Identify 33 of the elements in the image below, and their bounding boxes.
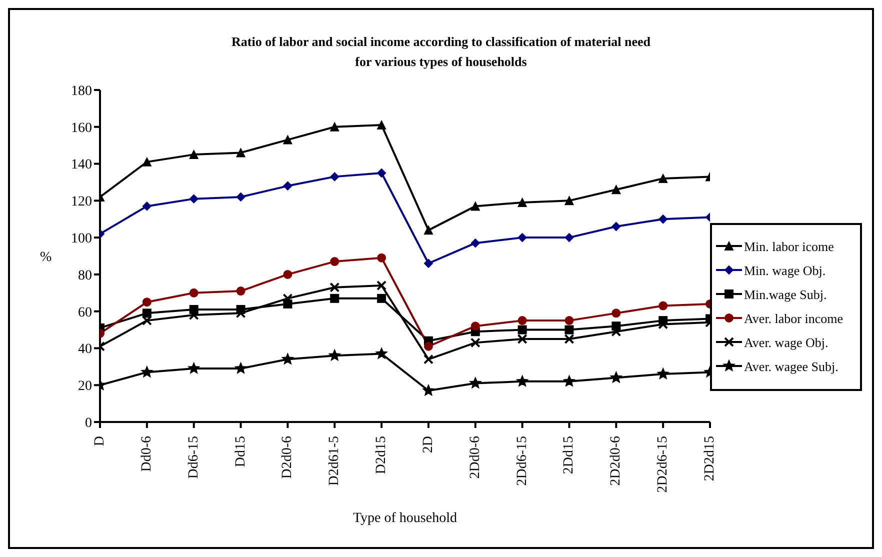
legend-label: Aver. wage Obj.	[744, 335, 828, 351]
legend-label: Min.wage Subj.	[744, 287, 827, 303]
legend-label: Aver. wagee Subj.	[744, 359, 838, 375]
y-tick-label: 100	[71, 232, 92, 247]
y-tick-label: 160	[71, 120, 92, 136]
legend-label: Min. wage Obj.	[744, 263, 826, 279]
y-tick-label: 140	[71, 158, 92, 173]
legend-label: Aver. labor income	[744, 311, 844, 327]
y-tick-label: 80	[78, 268, 92, 284]
x-tick-label: D2d15	[374, 436, 390, 474]
x-tick-label: 2D2d6-15	[656, 436, 671, 493]
x-tick-label: 2Dd15	[562, 436, 577, 474]
y-tick-label: 40	[78, 342, 92, 358]
x-tick-label: 2D2d15	[702, 436, 718, 482]
y-tick-label: 60	[78, 305, 92, 320]
x-tick-label: Dd6-15	[186, 436, 202, 479]
x-tick-label: Dd15	[233, 436, 248, 468]
x-tick-label: Dd0-6	[139, 436, 154, 472]
y-tick-label: 20	[78, 379, 92, 394]
x-tick-label: D2d61-5	[327, 436, 342, 486]
y-tick-label: 0	[85, 416, 92, 431]
x-axis-title: Type of household	[352, 511, 458, 526]
x-tick-label: 2D2d0-6	[608, 436, 624, 486]
legend-label: Min. labor icome	[744, 239, 834, 255]
x-tick-label: D	[92, 436, 108, 446]
y-tick-label: 120	[71, 194, 92, 210]
y-tick-label: 180	[71, 84, 92, 99]
x-tick-label: 2Dd0-6	[468, 436, 483, 479]
x-tick-label: 2D	[420, 436, 436, 454]
chart-title: Ratio of labor and social income according to classification of material need for various types of households	[231, 33, 651, 71]
y-axis-title: %	[40, 250, 52, 265]
x-tick-label: 2Dd6-15	[514, 436, 530, 486]
x-tick-label: D2d0-6	[280, 436, 296, 479]
